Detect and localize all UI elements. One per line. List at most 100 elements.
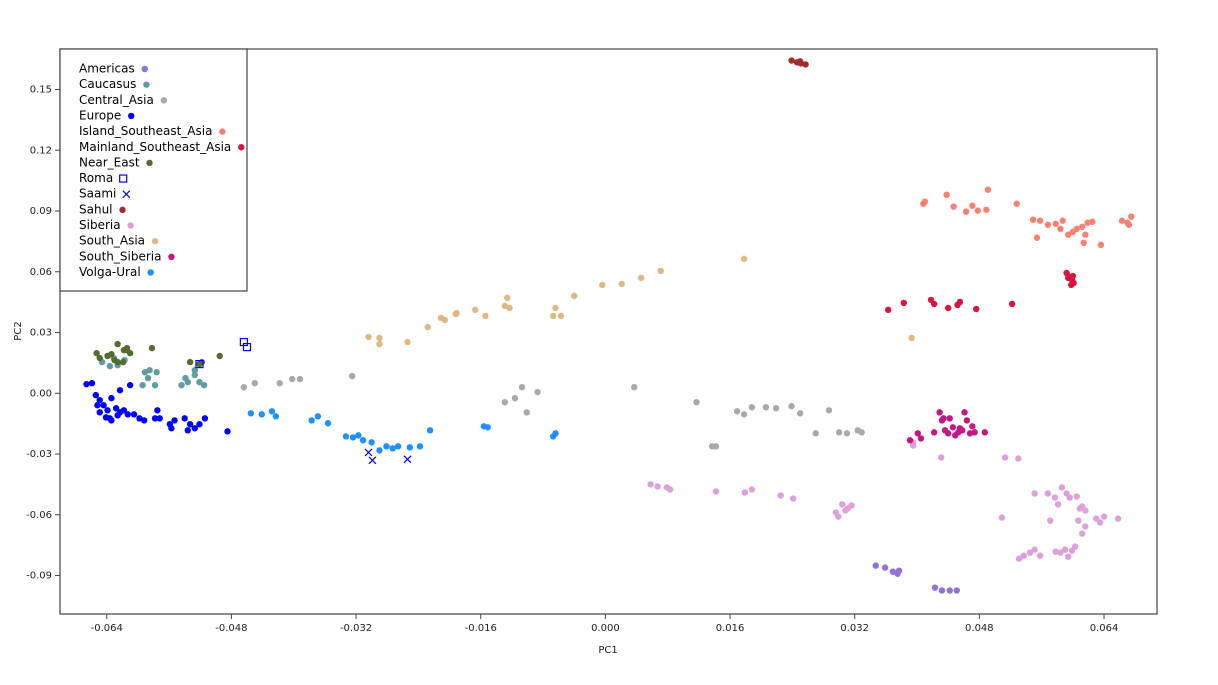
data-point [712, 443, 720, 450]
data-point [130, 411, 138, 418]
x-tick-label: -0.032 [340, 623, 372, 634]
data-point [895, 567, 903, 574]
data-point [472, 306, 479, 314]
legend-marker [219, 128, 226, 135]
data-point [733, 408, 741, 415]
data-point [108, 350, 115, 358]
data-point [858, 429, 865, 436]
data-point [119, 358, 127, 366]
data-point [1051, 494, 1059, 501]
data-point [940, 415, 947, 422]
data-point [186, 421, 194, 428]
data-point [1057, 225, 1064, 233]
data-point [788, 403, 795, 410]
data-point [772, 405, 780, 412]
data-point [359, 437, 367, 444]
data-point [1082, 523, 1089, 530]
data-point [242, 342, 252, 352]
data-point [1008, 300, 1016, 308]
data-point [148, 344, 156, 352]
x-tick-label: -0.048 [215, 623, 247, 634]
data-point [126, 381, 134, 389]
data-point [825, 407, 833, 414]
data-point [741, 489, 749, 496]
legend-label: Volga-Ural [79, 265, 141, 279]
data-point [900, 299, 907, 307]
data-point [981, 429, 989, 436]
data-point [1013, 200, 1020, 207]
data-point [777, 492, 784, 499]
data-point [796, 58, 804, 65]
data-point [936, 409, 943, 416]
data-point [944, 430, 952, 437]
data-point [812, 430, 819, 437]
data-point [1001, 454, 1009, 461]
data-point [748, 486, 756, 493]
data-point [1073, 225, 1080, 233]
data-point [1089, 218, 1096, 225]
data-point [1080, 239, 1087, 247]
data-point [1052, 548, 1059, 555]
legend-label: Island_Southeast_Asia [79, 124, 212, 138]
data-point [1029, 216, 1037, 223]
data-point [938, 587, 946, 594]
data-point [931, 584, 939, 591]
data-point [657, 267, 664, 275]
data-point [139, 381, 146, 389]
data-point [998, 514, 1006, 521]
data-point [1047, 517, 1054, 524]
data-point [394, 443, 402, 450]
data-point [94, 402, 101, 409]
data-point [178, 381, 185, 389]
data-point [504, 294, 511, 302]
data-point [1093, 515, 1100, 522]
data-point [324, 420, 332, 427]
data-point [842, 507, 849, 514]
legend-marker [122, 190, 131, 199]
data-point [1020, 552, 1027, 559]
data-point [654, 483, 661, 490]
data-point [839, 501, 846, 508]
data-point [881, 564, 889, 571]
data-point [114, 340, 121, 348]
data-point [930, 300, 938, 308]
data-point [272, 413, 280, 420]
data-point [1031, 546, 1038, 553]
data-point [1044, 490, 1052, 497]
data-point [406, 444, 414, 451]
data-point [140, 417, 148, 424]
data-point [1044, 221, 1052, 228]
data-point [216, 352, 223, 360]
data-point [1058, 484, 1066, 491]
data-point [144, 374, 152, 382]
data-point [1114, 515, 1122, 522]
data-point [956, 425, 964, 432]
legend-label: Saami [79, 187, 116, 201]
data-point [1026, 549, 1034, 556]
data-point [426, 427, 434, 434]
data-point [376, 447, 383, 454]
legend-marker [168, 253, 175, 260]
data-point [153, 369, 160, 376]
data-point [943, 191, 950, 199]
data-point [112, 405, 120, 412]
data-point [1073, 493, 1080, 500]
data-point [156, 415, 163, 422]
data-point [182, 374, 189, 382]
data-point [276, 379, 283, 387]
legend-marker [238, 144, 245, 151]
data-point [146, 366, 153, 374]
data-point [368, 456, 377, 465]
data-point [116, 387, 124, 394]
data-point [974, 207, 982, 214]
data-point [88, 379, 96, 387]
data-point [534, 388, 541, 396]
y-tick-label: -0.09 [26, 571, 52, 582]
data-point [403, 455, 412, 464]
data-point [1036, 217, 1044, 224]
data-point [1079, 223, 1086, 231]
y-tick-label: -0.06 [26, 510, 52, 521]
data-point [404, 338, 411, 346]
data-point [201, 415, 209, 422]
